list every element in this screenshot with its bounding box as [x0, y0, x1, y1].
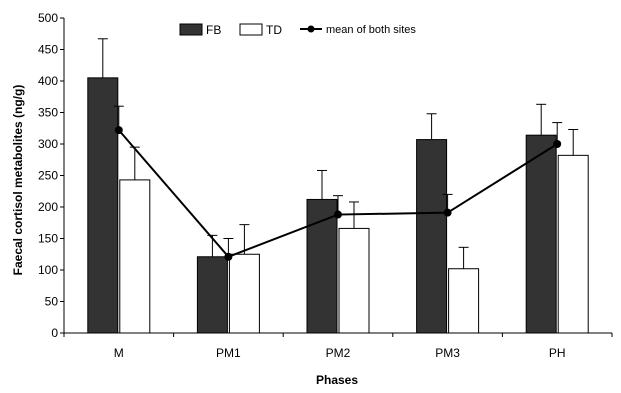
bar-fb-ph [525, 134, 557, 334]
mean-point-pm2 [334, 210, 342, 219]
x-tick-label: PH [549, 346, 566, 360]
legend-swatch-td [239, 23, 263, 36]
bars-layer [87, 38, 589, 334]
mean-line [118, 129, 558, 258]
y-tick-label: 50 [45, 295, 59, 309]
bar-fb-pm2 [306, 198, 338, 334]
legend-label-td: TD [266, 23, 282, 37]
bar-td-m [119, 179, 151, 334]
y-tick-label: 500 [38, 11, 58, 25]
x-axis-title: Phases [316, 373, 358, 387]
x-tick-label: M [114, 346, 124, 360]
bar-fb-pm3 [416, 139, 448, 334]
legend-swatch-mean-marker [307, 25, 315, 33]
y-tick-label: 0 [51, 326, 58, 340]
mean-point-pm1 [224, 252, 233, 261]
y-tick-label: 450 [38, 43, 58, 57]
legend-swatch-fb [179, 23, 203, 36]
axes-layer: 0 50 100 150 200 250 300 350 400 450 500 M PM1 PM2 PM3… [38, 11, 613, 360]
y-axis-title: Faecal cortisol metabolites (ng/g) [11, 85, 25, 276]
x-tick-label: PM1 [216, 346, 241, 360]
y-tick-label: 350 [38, 106, 58, 120]
bar-td-pm2 [338, 227, 370, 334]
y-tick-label: 400 [38, 74, 58, 88]
legend: FB TD mean of both sites [179, 23, 416, 37]
y-tick-label: 300 [38, 137, 58, 151]
mean-point-m [114, 126, 123, 135]
bar-td-ph [557, 154, 589, 334]
mean-point-pm3 [443, 208, 452, 217]
y-tick-label: 250 [38, 169, 58, 183]
y-tick-label: 100 [38, 263, 58, 277]
bar-fb-pm1 [196, 256, 228, 334]
bar-td-pm3 [448, 268, 480, 334]
bar-td-pm1 [228, 253, 260, 334]
x-tick-label: PM2 [326, 346, 351, 360]
legend-label-mean: mean of both sites [326, 24, 416, 36]
mean-point-ph [553, 140, 562, 148]
bar-fb-m [87, 77, 119, 334]
line-layer [113, 105, 563, 261]
y-tick-label: 200 [38, 200, 58, 214]
y-tick-label: 150 [38, 232, 58, 246]
legend-label-fb: FB [206, 23, 221, 37]
x-tick-label: PM3 [435, 346, 460, 360]
